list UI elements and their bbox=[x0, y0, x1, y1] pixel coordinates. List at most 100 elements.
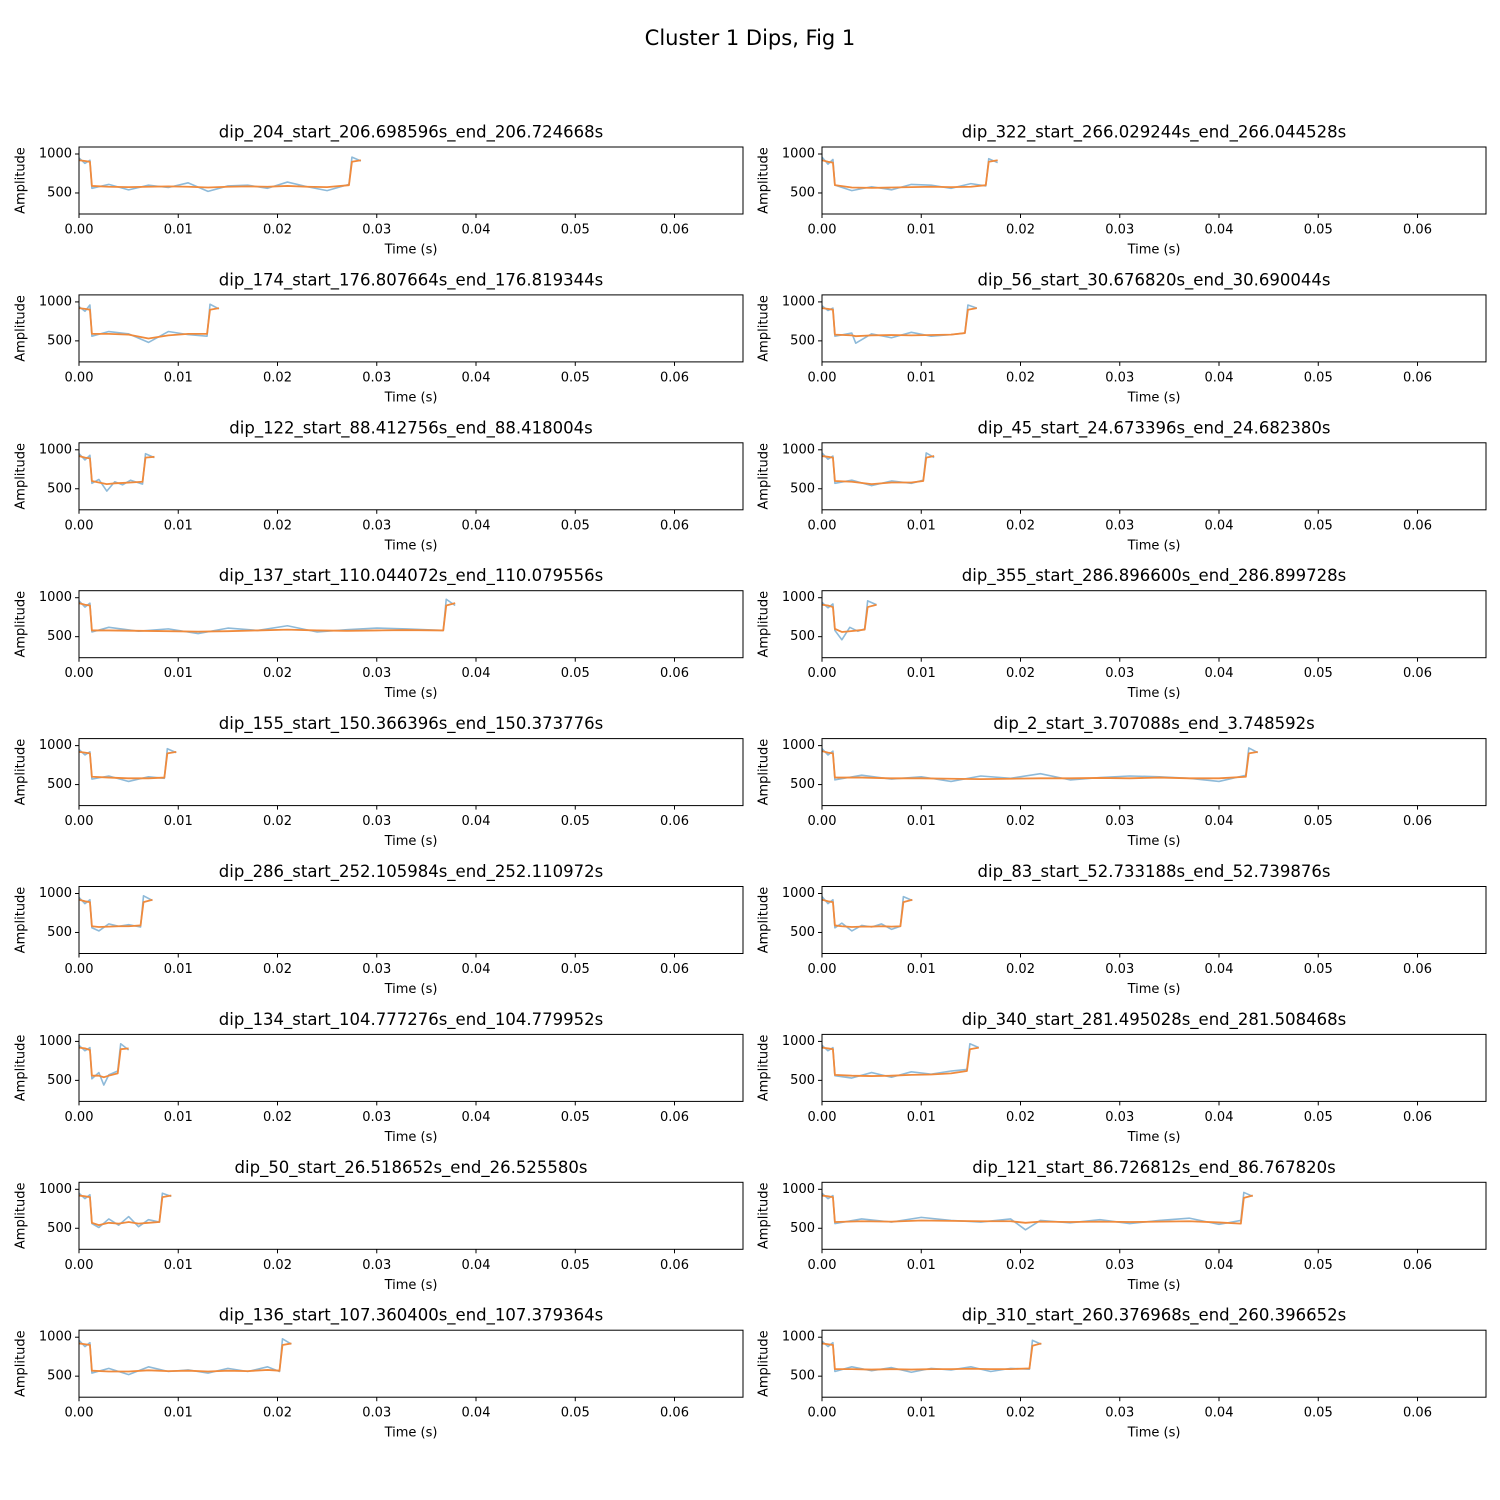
y-tick-label: 500 bbox=[790, 1073, 815, 1088]
y-tick-label: 1000 bbox=[39, 294, 72, 309]
x-tick-label: 0.01 bbox=[907, 962, 936, 977]
x-tick-label: 0.05 bbox=[561, 962, 590, 977]
y-tick-label: 500 bbox=[47, 1073, 72, 1088]
x-axis-label: Time (s) bbox=[1127, 686, 1181, 701]
plot-area bbox=[79, 1337, 292, 1376]
subplot: dip_322_start_266.029244s_end_266.044528… bbox=[757, 123, 1487, 258]
subplot-title: dip_45_start_24.673396s_end_24.682380s bbox=[978, 418, 1331, 438]
axes-frame bbox=[821, 590, 1487, 659]
y-tick-label: 1000 bbox=[782, 294, 815, 309]
y-tick-label: 500 bbox=[790, 1221, 815, 1236]
plot-area bbox=[79, 895, 153, 932]
y-tick-label: 1000 bbox=[39, 590, 72, 605]
x-tick-label: 0.03 bbox=[362, 370, 391, 385]
x-tick-label: 0.00 bbox=[808, 370, 837, 385]
subplot: dip_137_start_110.044072s_end_110.079556… bbox=[14, 566, 744, 701]
x-axis-label: Time (s) bbox=[384, 243, 438, 258]
y-axis-label: Amplitude bbox=[14, 1035, 29, 1102]
series-line bbox=[822, 1342, 1042, 1371]
x-tick-label: 0.04 bbox=[1205, 223, 1234, 238]
x-tick-label: 0.01 bbox=[907, 814, 936, 829]
x-tick-label: 0.01 bbox=[907, 1406, 936, 1421]
y-tick-label: 500 bbox=[790, 1369, 815, 1384]
plot-area bbox=[822, 1191, 1254, 1231]
x-tick-label: 0.06 bbox=[1403, 962, 1432, 977]
plot-area bbox=[79, 156, 362, 193]
plot-area bbox=[79, 598, 456, 635]
subplot: dip_204_start_206.698596s_end_206.724668… bbox=[14, 123, 744, 258]
subplot: dip_340_start_281.495028s_end_281.508468… bbox=[757, 1010, 1487, 1145]
y-tick-label: 500 bbox=[47, 925, 72, 940]
x-tick-label: 0.06 bbox=[660, 666, 689, 681]
plot-area bbox=[79, 452, 155, 492]
subplot: dip_2_start_3.707088s_end_3.748592s 0.00 0… bbox=[757, 714, 1487, 849]
subplot: dip_174_start_176.807664s_end_176.819344… bbox=[14, 270, 744, 405]
y-tick-label: 1000 bbox=[782, 1182, 815, 1197]
x-axis-label: Time (s) bbox=[384, 1130, 438, 1145]
y-axis-label: Amplitude bbox=[757, 147, 772, 214]
x-tick-label: 0.05 bbox=[1304, 1406, 1333, 1421]
y-tick-label: 1000 bbox=[782, 1034, 815, 1049]
x-tick-label: 0.03 bbox=[1105, 666, 1134, 681]
x-tick-label: 0.02 bbox=[1006, 1258, 1035, 1273]
subplot-title: dip_310_start_260.376968s_end_260.396652… bbox=[962, 1306, 1346, 1326]
subplot-title: dip_122_start_88.412756s_end_88.418004s bbox=[229, 418, 592, 438]
subplot-title: dip_340_start_281.495028s_end_281.508468… bbox=[962, 1010, 1346, 1030]
plot-area bbox=[79, 303, 220, 344]
y-axis-label: Amplitude bbox=[14, 147, 29, 214]
y-tick-label: 500 bbox=[47, 481, 72, 496]
series-line bbox=[822, 898, 913, 928]
x-tick-label: 0.00 bbox=[65, 223, 94, 238]
x-tick-label: 0.01 bbox=[907, 370, 936, 385]
subplot-title: dip_121_start_86.726812s_end_86.767820s bbox=[972, 1158, 1335, 1178]
subplot-title: dip_2_start_3.707088s_end_3.748592s bbox=[993, 714, 1314, 734]
x-tick-label: 0.04 bbox=[1205, 962, 1234, 977]
x-axis-label: Time (s) bbox=[384, 1278, 438, 1293]
y-tick-label: 1000 bbox=[39, 442, 72, 457]
x-tick-label: 0.03 bbox=[362, 223, 391, 238]
series-line bbox=[822, 747, 1259, 783]
subplot-title: dip_134_start_104.777276s_end_104.779952… bbox=[219, 1010, 603, 1030]
y-tick-label: 500 bbox=[47, 333, 72, 348]
x-tick-label: 0.03 bbox=[362, 1258, 391, 1273]
subplot-title: dip_322_start_266.029244s_end_266.044528… bbox=[962, 123, 1346, 143]
x-tick-label: 0.05 bbox=[1304, 1110, 1333, 1125]
x-tick-label: 0.00 bbox=[808, 1110, 837, 1125]
x-tick-label: 0.02 bbox=[263, 1110, 292, 1125]
subplot: dip_355_start_286.896600s_end_286.899728… bbox=[757, 566, 1487, 701]
x-tick-label: 0.03 bbox=[1105, 370, 1134, 385]
x-tick-label: 0.05 bbox=[1304, 1258, 1333, 1273]
x-axis-label: Time (s) bbox=[384, 834, 438, 849]
axes-frame bbox=[821, 738, 1487, 807]
subplot-title: dip_155_start_150.366396s_end_150.373776… bbox=[219, 714, 603, 734]
series-line bbox=[822, 1046, 979, 1077]
x-axis-label: Time (s) bbox=[384, 390, 438, 405]
subplot-title: dip_56_start_30.676820s_end_30.690044s bbox=[978, 270, 1331, 290]
x-tick-label: 0.03 bbox=[362, 962, 391, 977]
y-tick-label: 500 bbox=[790, 925, 815, 940]
y-tick-label: 500 bbox=[47, 185, 72, 200]
y-tick-label: 1000 bbox=[782, 590, 815, 605]
plot-area bbox=[822, 156, 998, 192]
x-tick-label: 0.03 bbox=[1105, 1258, 1134, 1273]
plot-area bbox=[822, 1042, 980, 1079]
series-line bbox=[79, 898, 153, 928]
axes-frame bbox=[821, 886, 1487, 954]
x-tick-label: 0.05 bbox=[1304, 518, 1333, 533]
x-tick-label: 0.04 bbox=[462, 1110, 491, 1125]
x-tick-label: 0.06 bbox=[660, 518, 689, 533]
y-axis-label: Amplitude bbox=[14, 1330, 29, 1397]
x-tick-label: 0.04 bbox=[1205, 1258, 1234, 1273]
subplot-title: dip_204_start_206.698596s_end_206.724668… bbox=[219, 123, 603, 143]
y-tick-label: 1000 bbox=[39, 1182, 72, 1197]
x-tick-label: 0.01 bbox=[907, 1110, 936, 1125]
x-axis-label: Time (s) bbox=[384, 1426, 438, 1441]
subplot: dip_155_start_150.366396s_end_150.373776… bbox=[14, 714, 744, 849]
plot-area bbox=[822, 1339, 1042, 1374]
y-tick-label: 500 bbox=[790, 481, 815, 496]
series-line bbox=[822, 159, 998, 189]
x-tick-label: 0.06 bbox=[660, 1406, 689, 1421]
x-axis-label: Time (s) bbox=[384, 982, 438, 997]
x-tick-label: 0.02 bbox=[1006, 814, 1035, 829]
